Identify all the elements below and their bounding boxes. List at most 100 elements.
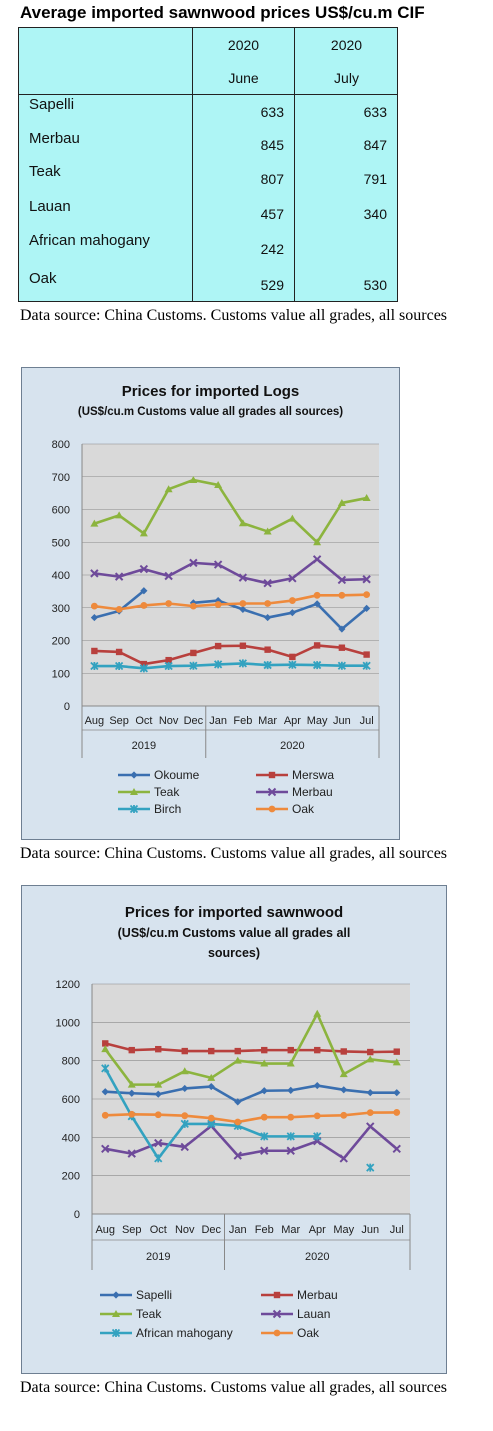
- data-point-african-mahogany: [180, 1119, 189, 1129]
- cell-african-mahogany-june: 242: [260, 241, 284, 257]
- x-tick-label: Dec: [201, 1224, 221, 1236]
- series-line-oak: [94, 593, 367, 611]
- x-tick-label: Jul: [390, 1224, 404, 1236]
- chart-svg: Prices for imported Logs (US$/cu.m Custom…: [52, 383, 380, 816]
- series-line-merbau: [104, 1042, 397, 1054]
- data-point-merbau: [393, 1048, 400, 1055]
- data-point-oak: [140, 602, 148, 609]
- legend-item-teak: Teak: [118, 785, 180, 799]
- x-tick-label: May: [333, 1224, 354, 1236]
- data-point-lauan: [101, 1144, 110, 1154]
- data-point-sapelli: [393, 1089, 401, 1097]
- data-point-merbau: [314, 1046, 321, 1054]
- data-point-teak: [164, 485, 173, 493]
- x-tick-label: Sep: [122, 1224, 142, 1236]
- data-point-merbau: [261, 1046, 268, 1054]
- y-tick-label: 400: [52, 570, 70, 582]
- x-tick-label: Dec: [184, 715, 204, 727]
- x-tick-label: Nov: [175, 1224, 195, 1236]
- data-point-teak: [337, 498, 346, 506]
- data-point-merbau: [288, 574, 297, 583]
- series-line-sapelli: [105, 1084, 397, 1104]
- chart-subtitle: (US$/cu.m Customs value all grades all: [118, 926, 351, 940]
- data-point-merbau: [238, 573, 248, 582]
- chart-title: Prices for imported sawnwood: [125, 904, 343, 921]
- legend-item-teak: Teak: [100, 1307, 162, 1321]
- y-tick-label: 1200: [56, 979, 80, 991]
- y-tick-label: 800: [62, 1056, 80, 1068]
- x-tick-label: Feb: [255, 1224, 274, 1236]
- data-point-teak: [233, 1056, 242, 1064]
- data-point-african-mahogany: [154, 1154, 163, 1163]
- data-point-merswa: [115, 648, 123, 656]
- y-tick-label: 300: [52, 603, 70, 615]
- data-point-birch: [164, 661, 173, 671]
- row-label-sapelli: Sapelli: [29, 96, 75, 113]
- data-point-oak: [393, 1109, 401, 1116]
- legend-label: Lauan: [297, 1307, 330, 1321]
- chart-svg: Prices for imported sawnwood (US$/cu.m Cu…: [56, 904, 411, 1340]
- legend-item-lauan: Lauan: [261, 1307, 330, 1321]
- data-point-merswa: [264, 646, 271, 653]
- cell-teak-july: 791: [363, 171, 387, 187]
- data-point-lauan: [339, 1154, 348, 1163]
- series-merswa: [91, 642, 370, 668]
- data-point-birch: [139, 664, 149, 673]
- data-point-merswa: [91, 647, 98, 655]
- data-point-merbau: [362, 575, 371, 584]
- data-point-merswa: [313, 642, 321, 649]
- data-point-lauan: [366, 1122, 375, 1131]
- sawnwood-price-chart: Prices for imported sawnwood (US$/cu.m Cu…: [21, 885, 447, 1374]
- data-point-lauan: [154, 1138, 163, 1148]
- series-line-lauan: [105, 1124, 398, 1160]
- series-merbau: [102, 1040, 400, 1056]
- legend-marker: [130, 771, 138, 779]
- data-point-oak: [234, 1118, 242, 1126]
- price-table: 2020 2020 June July Sapelli 633 633 Merb…: [18, 27, 398, 302]
- series-line-oak: [105, 1111, 397, 1124]
- data-point-oak: [189, 602, 197, 610]
- data-point-oak: [214, 601, 222, 608]
- year-group-label: 2019: [146, 1251, 170, 1263]
- data-point-oak: [287, 1113, 295, 1121]
- data-point-teak: [263, 527, 272, 535]
- table-divider: [294, 28, 295, 301]
- legend-label: African mahogany: [136, 1326, 233, 1340]
- year-group-label: 2020: [305, 1251, 329, 1263]
- table-divider: [19, 94, 397, 95]
- x-tick-label: Oct: [150, 1224, 167, 1236]
- chart-subtitle: sources): [208, 946, 260, 960]
- data-point-african-mahogany: [366, 1163, 375, 1172]
- data-point-merbau: [164, 571, 173, 581]
- legend-marker: [268, 805, 276, 813]
- row-label-lauan: Lauan: [29, 198, 71, 215]
- legend-label: Birch: [154, 802, 181, 816]
- x-tick-label: Oct: [135, 715, 152, 727]
- legend-item-birch: Birch: [118, 802, 181, 816]
- y-tick-label: 0: [74, 1209, 80, 1221]
- series-line-teak: [93, 478, 367, 544]
- data-point-teak: [90, 519, 99, 527]
- x-tick-label: Jul: [360, 715, 374, 727]
- data-point-merbau: [312, 555, 322, 564]
- data-point-merswa: [239, 642, 247, 649]
- data-point-sapelli: [154, 1090, 162, 1098]
- cell-lauan-june: 457: [260, 206, 284, 222]
- table-title: Average imported sawnwood prices US$/cu.…: [20, 3, 425, 22]
- data-point-sapelli: [260, 1087, 268, 1095]
- legend-marker: [111, 1328, 121, 1338]
- data-point-teak: [313, 538, 322, 546]
- cell-lauan-july: 340: [363, 206, 387, 222]
- row-label-african-mahogany: African mahogany: [29, 232, 150, 249]
- data-point-merbau: [208, 1047, 215, 1055]
- data-point-okoume: [264, 613, 272, 622]
- x-tick-label: Jun: [361, 1224, 379, 1236]
- x-tick-label: Sep: [109, 715, 129, 727]
- series-line-birch: [94, 662, 367, 670]
- cell-teak-june: 807: [260, 171, 284, 187]
- y-tick-label: 1000: [56, 1017, 80, 1029]
- y-tick-label: 500: [52, 537, 70, 549]
- data-point-teak: [127, 1080, 136, 1088]
- data-point-lauan: [180, 1142, 189, 1152]
- data-point-teak: [339, 1070, 348, 1078]
